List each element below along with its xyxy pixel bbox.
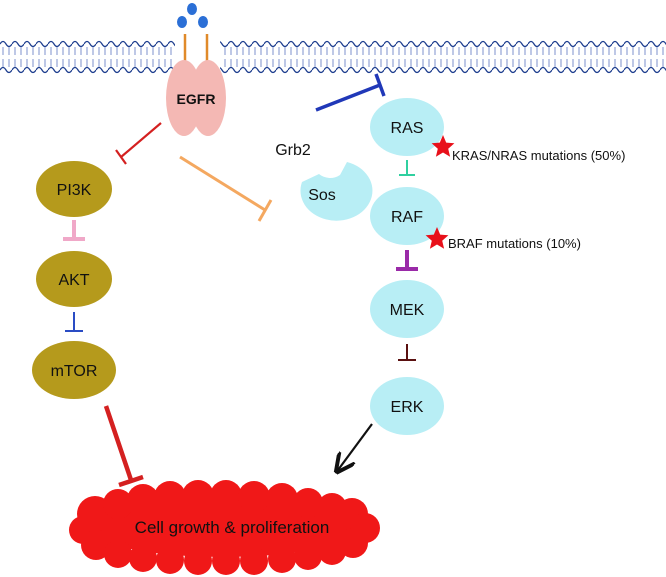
outcome-cloud	[69, 480, 380, 575]
node-pi3k: PI3K	[36, 161, 112, 217]
node-ras: RAS	[370, 98, 444, 156]
edge-egfr-to-pi3k	[115, 122, 162, 165]
egfr-receptor: EGFR	[166, 34, 226, 136]
ras-mutation-label: KRAS/NRAS mutations (50%)	[452, 148, 625, 163]
edge-egfr-to-sos	[179, 155, 273, 222]
outcome-label: Cell growth & proliferation	[135, 518, 330, 537]
edge-mtor-to-outcome	[103, 405, 144, 488]
edge-ras-to-raf	[399, 160, 415, 176]
egfr-label: EGFR	[177, 91, 216, 107]
edge-akt-to-mtor	[65, 312, 83, 332]
node-sos: Sos	[300, 162, 373, 221]
ras-mutation-star-icon	[431, 135, 455, 157]
node-mek: MEK	[370, 280, 444, 338]
node-ras-label: RAS	[391, 120, 424, 137]
node-akt: AKT	[36, 251, 112, 307]
cell-membrane	[0, 36, 666, 74]
node-mek-label: MEK	[390, 302, 425, 319]
edge-mek-to-erk	[398, 344, 416, 361]
node-pi3k-label: PI3K	[57, 182, 92, 199]
grb2-label: Grb2	[275, 142, 311, 159]
ligand-icon	[177, 3, 208, 28]
node-raf: RAF	[370, 187, 444, 245]
edge-raf-to-mek	[396, 250, 418, 271]
node-mtor-label: mTOR	[51, 363, 98, 380]
node-raf-label: RAF	[391, 209, 423, 226]
node-erk: ERK	[370, 377, 444, 435]
node-erk-label: ERK	[391, 399, 424, 416]
edge-sos-to-ras	[315, 73, 386, 112]
node-sos-label: Sos	[308, 187, 336, 204]
node-mtor: mTOR	[32, 341, 116, 399]
node-akt-label: AKT	[58, 272, 89, 289]
edge-erk-to-outcome	[338, 423, 373, 470]
raf-mutation-label: BRAF mutations (10%)	[448, 236, 581, 251]
edge-pi3k-to-akt	[63, 220, 85, 241]
raf-mutation-star-icon	[425, 227, 449, 249]
